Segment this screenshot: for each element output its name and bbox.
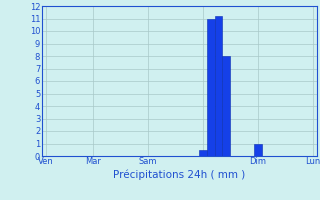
- Bar: [215, 16, 222, 156]
- X-axis label: Précipitations 24h ( mm ): Précipitations 24h ( mm ): [113, 169, 245, 180]
- Bar: [207, 19, 215, 156]
- Bar: [222, 56, 230, 156]
- Bar: [254, 144, 262, 156]
- Bar: [199, 150, 207, 156]
